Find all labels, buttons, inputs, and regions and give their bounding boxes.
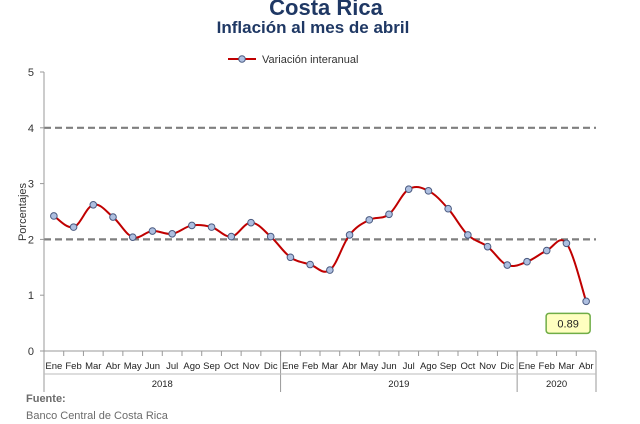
x-tick-label: Jul [166,361,178,372]
x-tick-label: Feb [65,361,81,372]
data-point [582,297,590,306]
x-tick-label: Nov [243,361,260,372]
data-point [326,266,334,274]
x-tick-label: Oct [224,361,239,372]
year-label: 2018 [152,379,173,390]
y-axis-title: Porcentajes [17,182,29,241]
data-point [385,210,393,219]
y-tick-label: 2 [28,234,34,246]
x-tick-label: Jun [145,361,160,372]
x-tick-label: Abr [106,361,121,372]
data-point [306,260,314,269]
legend: Variación interanual [228,54,358,66]
series-line [53,185,588,302]
data-point [266,232,275,241]
data-point [168,230,176,238]
data-point [207,223,216,231]
x-tick-label: Abr [342,361,357,372]
data-point [109,213,117,221]
x-tick-label: Jul [403,361,415,372]
data-point [69,223,78,231]
data-point [247,218,255,227]
source-label: Fuente: [26,393,66,405]
y-tick-label: 0 [28,346,34,358]
x-tick-label: Feb [539,361,555,372]
x-tick-label: Ene [519,361,536,372]
data-label: 0.89 [557,318,578,330]
x-tick-label: Nov [479,361,496,372]
chart-title: Costa Rica [269,0,383,20]
source-name: Banco Central de Costa Rica [26,410,168,422]
x-tick-label: Ene [282,361,299,372]
legend-label: Variación interanual [262,54,358,66]
data-point [444,204,452,213]
x-tick-label: May [360,361,378,372]
x-tick-label: Mar [322,361,338,372]
x-tick-label: Mar [558,361,574,372]
y-tick-label: 1 [28,290,34,302]
x-tick-label: Mar [85,361,101,372]
x-tick-label: Sep [440,361,457,372]
x-tick-label: May [124,361,142,372]
x-tick-label: Sep [203,361,220,372]
legend-marker-swatch [238,55,246,63]
data-point [523,257,531,266]
data-point [286,253,295,262]
data-point [424,187,433,195]
data-point [188,221,196,230]
data-point [404,185,413,193]
x-tick-label: Oct [460,361,475,372]
x-tick-label: Ene [45,361,62,372]
data-point [365,216,374,224]
y-tick-label: 3 [28,179,34,191]
data-point [503,261,512,269]
x-tick-label: Jun [381,361,396,372]
x-tick-label: Abr [579,361,594,372]
x-tick-label: Dic [500,361,514,372]
y-tick-label: 5 [28,67,34,79]
data-point [227,232,236,241]
data-point [345,231,354,239]
y-tick-label: 4 [28,123,34,135]
annotation-box [545,312,591,335]
chart-subtitle: Inflación al mes de abril [217,18,410,37]
data-point [542,246,551,255]
year-label: 2019 [388,379,409,390]
data-point [562,239,571,248]
x-tick-label: Feb [302,361,318,372]
data-point [89,201,98,209]
data-point [464,231,472,239]
year-label: 2020 [546,379,567,390]
data-point [483,242,492,251]
data-point [50,212,58,220]
x-tick-label: Ago [183,361,200,372]
x-tick-label: Dic [264,361,278,372]
data-point [128,233,137,241]
data-point [148,227,157,235]
x-tick-label: Ago [420,361,437,372]
